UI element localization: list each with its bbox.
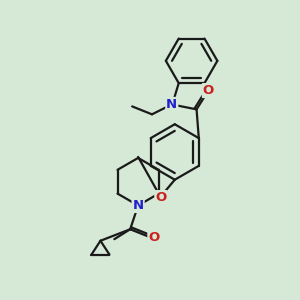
Text: O: O xyxy=(203,84,214,97)
Text: O: O xyxy=(155,191,167,204)
Text: N: N xyxy=(133,199,144,212)
Text: O: O xyxy=(148,231,160,244)
Text: N: N xyxy=(166,98,177,111)
